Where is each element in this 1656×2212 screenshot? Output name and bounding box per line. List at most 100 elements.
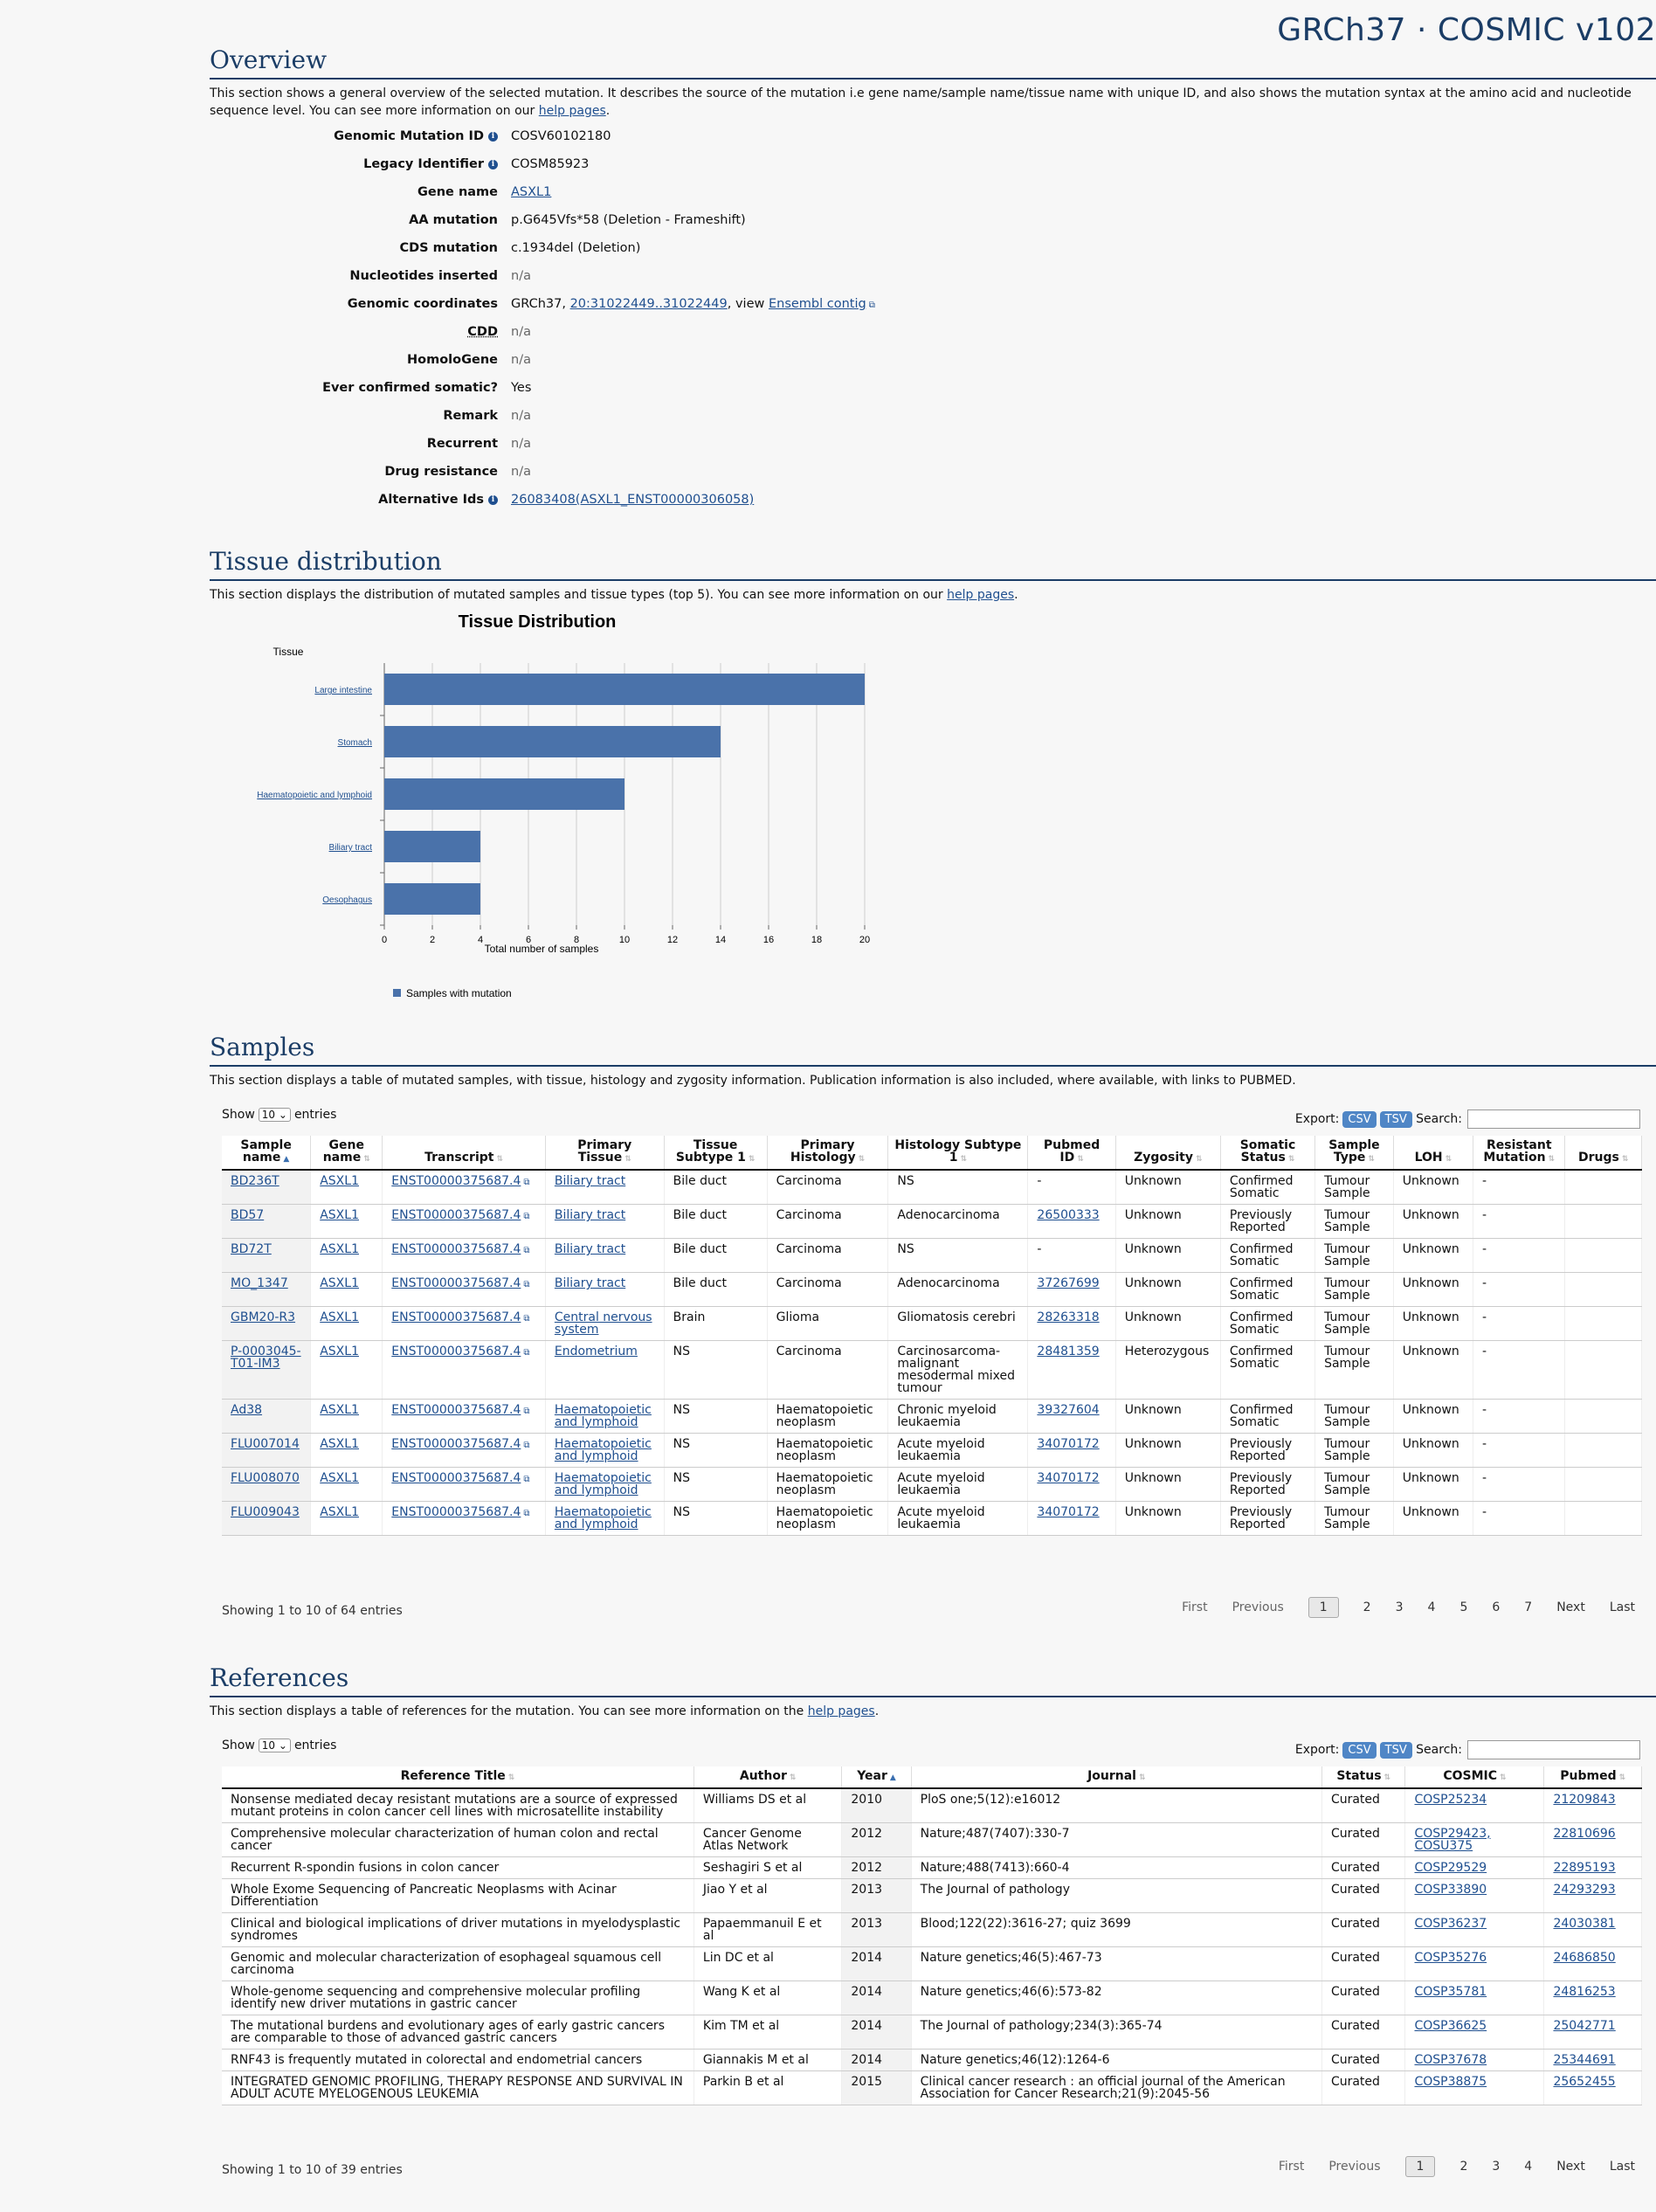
sort-icon[interactable]: ⇅: [748, 1155, 756, 1164]
samples-header-2[interactable]: Transcript ⇅: [382, 1136, 546, 1171]
tissue-help-link[interactable]: help pages: [947, 588, 1015, 602]
samples-header-3[interactable]: Primary Tissue ⇅: [545, 1136, 665, 1171]
chart-category-label[interactable]: Oesophagus: [322, 895, 372, 905]
pubmed-link[interactable]: 25344691: [1553, 2053, 1616, 2067]
references-header-1[interactable]: Author ⇅: [693, 1766, 843, 1789]
overview-help-link[interactable]: help pages: [538, 104, 606, 118]
sort-ascending-icon[interactable]: ▲: [283, 1155, 290, 1164]
cosmic-link[interactable]: COSP36625: [1414, 2019, 1487, 2033]
sort-icon[interactable]: ⇅: [1195, 1155, 1203, 1164]
sort-icon[interactable]: ⇅: [1621, 1155, 1629, 1164]
references-header-6[interactable]: Pubmed ⇅: [1543, 1766, 1642, 1789]
sort-ascending-icon[interactable]: ▲: [889, 1773, 896, 1782]
sample-link[interactable]: ASXL1: [320, 1276, 359, 1290]
pagination-page[interactable]: 1: [1404, 2156, 1436, 2177]
pagination-page[interactable]: 2: [1459, 2160, 1468, 2174]
sample-link[interactable]: Biliary tract: [554, 1208, 626, 1222]
sample-link[interactable]: Haematopoietic and lymphoid: [554, 1471, 652, 1497]
sample-link[interactable]: Ad38: [231, 1403, 263, 1417]
sample-link[interactable]: Biliary tract: [554, 1276, 626, 1290]
sample-link[interactable]: Endometrium: [554, 1344, 638, 1358]
pubmed-link[interactable]: 25652455: [1553, 2075, 1616, 2089]
references-header-5[interactable]: COSMIC ⇅: [1404, 1766, 1545, 1789]
pagination-next[interactable]: Next: [1556, 2160, 1585, 2174]
references-header-0[interactable]: Reference Title ⇅: [222, 1766, 694, 1789]
sort-icon[interactable]: ⇅: [496, 1155, 504, 1164]
samples-header-13[interactable]: Drugs ⇅: [1564, 1136, 1642, 1171]
references-header-2[interactable]: Year ▲: [841, 1766, 912, 1789]
samples-header-10[interactable]: Sample Type ⇅: [1314, 1136, 1394, 1171]
info-icon[interactable]: i: [488, 160, 498, 169]
sample-link[interactable]: Haematopoietic and lymphoid: [554, 1437, 652, 1463]
sample-link[interactable]: ENST00000375687.4: [391, 1437, 521, 1451]
sample-link[interactable]: BD57: [231, 1208, 265, 1222]
sample-link[interactable]: ENST00000375687.4: [391, 1310, 521, 1324]
coordinates-link[interactable]: 20:31022449..31022449: [569, 297, 728, 311]
samples-header-9[interactable]: Somatic Status ⇅: [1220, 1136, 1316, 1171]
cosmic-link[interactable]: COSP36237: [1414, 1917, 1487, 1931]
sample-link[interactable]: ENST00000375687.4: [391, 1505, 521, 1519]
info-icon[interactable]: i: [488, 495, 498, 505]
references-header-3[interactable]: Journal ⇅: [911, 1766, 1322, 1789]
references-tsv-button[interactable]: TSV: [1379, 1742, 1412, 1759]
pagination-page[interactable]: 5: [1459, 1600, 1468, 1614]
samples-csv-button[interactable]: CSV: [1342, 1111, 1377, 1128]
sample-link[interactable]: ASXL1: [320, 1344, 359, 1358]
pagination-page[interactable]: 2: [1363, 1600, 1371, 1614]
samples-header-7[interactable]: Pubmed ID ⇅: [1027, 1136, 1116, 1171]
sample-link[interactable]: 39327604: [1037, 1403, 1100, 1417]
cosmic-link[interactable]: COSP29423, COSU375: [1414, 1827, 1491, 1853]
sample-link[interactable]: Central nervous system: [554, 1310, 652, 1337]
sort-icon[interactable]: ⇅: [960, 1155, 968, 1164]
sample-link[interactable]: ASXL1: [320, 1174, 359, 1188]
samples-header-5[interactable]: Primary Histology ⇅: [767, 1136, 889, 1171]
pagination-page[interactable]: 6: [1492, 1600, 1501, 1614]
sample-link[interactable]: ENST00000375687.4: [391, 1471, 521, 1485]
sample-link[interactable]: P-0003045-T01-IM3: [231, 1344, 301, 1371]
sample-link[interactable]: ENST00000375687.4: [391, 1242, 521, 1256]
pagination-page[interactable]: 4: [1524, 2160, 1533, 2174]
ensembl-contig-link[interactable]: Ensembl contig: [768, 297, 866, 311]
sample-link[interactable]: ASXL1: [320, 1471, 359, 1485]
pubmed-link[interactable]: 24030381: [1553, 1917, 1616, 1931]
sample-link[interactable]: ASXL1: [320, 1208, 359, 1222]
sample-link[interactable]: ASXL1: [320, 1437, 359, 1451]
chart-category-label[interactable]: Stomach: [338, 738, 372, 748]
sample-link[interactable]: BD236T: [231, 1174, 279, 1188]
sort-icon[interactable]: ⇅: [363, 1155, 370, 1164]
sample-link[interactable]: Haematopoietic and lymphoid: [554, 1505, 652, 1531]
sample-link[interactable]: 34070172: [1037, 1505, 1100, 1519]
pagination-page[interactable]: 1: [1308, 1597, 1339, 1618]
sample-link[interactable]: ENST00000375687.4: [391, 1276, 521, 1290]
pagination-previous[interactable]: Previous: [1328, 2160, 1381, 2174]
pubmed-link[interactable]: 21209843: [1553, 1793, 1616, 1807]
references-csv-button[interactable]: CSV: [1342, 1742, 1377, 1759]
samples-header-4[interactable]: Tissue Subtype 1 ⇅: [664, 1136, 768, 1171]
references-page-size-select[interactable]: 10 ⌄: [258, 1738, 291, 1752]
references-search-input[interactable]: [1467, 1740, 1640, 1759]
sample-link[interactable]: 28263318: [1037, 1310, 1100, 1324]
samples-tsv-button[interactable]: TSV: [1379, 1111, 1412, 1128]
sample-link[interactable]: ASXL1: [320, 1505, 359, 1519]
sort-icon[interactable]: ⇅: [1077, 1155, 1084, 1164]
cosmic-link[interactable]: COSP37678: [1414, 2053, 1487, 2067]
alternative-id-link[interactable]: 26083408(ASXL1_ENST00000306058): [511, 493, 755, 507]
gene-name-link[interactable]: ASXL1: [511, 185, 552, 199]
pagination-page[interactable]: 7: [1524, 1600, 1533, 1614]
sample-link[interactable]: GBM20-R3: [231, 1310, 296, 1324]
sort-icon[interactable]: ⇅: [789, 1773, 797, 1782]
sort-icon[interactable]: ⇅: [1287, 1155, 1295, 1164]
sort-icon[interactable]: ⇅: [1383, 1773, 1391, 1782]
sort-icon[interactable]: ⇅: [624, 1155, 631, 1164]
chart-category-label[interactable]: Haematopoietic and lymphoid: [257, 791, 372, 800]
pagination-last[interactable]: Last: [1609, 1600, 1635, 1614]
references-header-4[interactable]: Status ⇅: [1321, 1766, 1406, 1789]
sort-icon[interactable]: ⇅: [1548, 1155, 1556, 1164]
pagination-page[interactable]: 4: [1427, 1600, 1436, 1614]
sample-link[interactable]: ENST00000375687.4: [391, 1208, 521, 1222]
pubmed-link[interactable]: 24686850: [1553, 1951, 1616, 1965]
sample-link[interactable]: ASXL1: [320, 1403, 359, 1417]
sample-link[interactable]: ENST00000375687.4: [391, 1403, 521, 1417]
sample-link[interactable]: 37267699: [1037, 1276, 1100, 1290]
cosmic-link[interactable]: COSP25234: [1414, 1793, 1487, 1807]
